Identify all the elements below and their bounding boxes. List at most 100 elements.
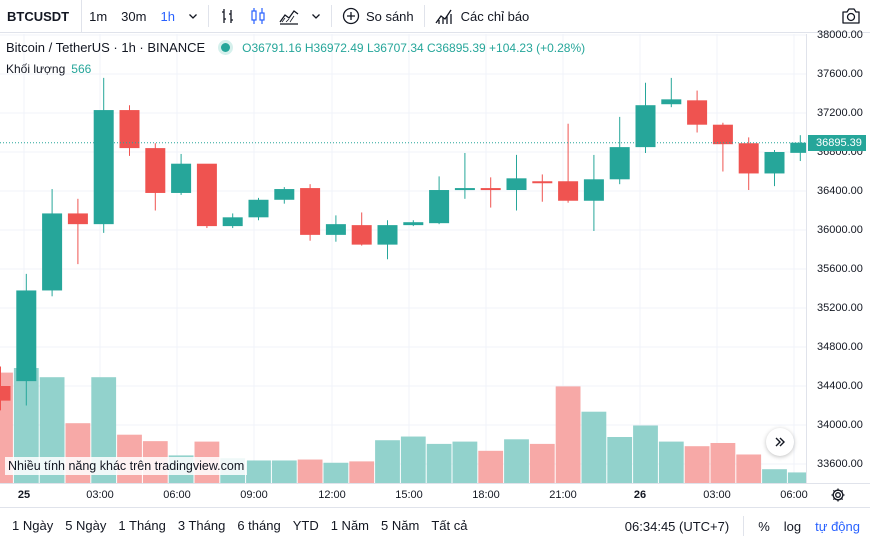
candle-body <box>790 142 806 153</box>
indicators-label: Các chỉ báo <box>460 8 530 24</box>
candle[interactable] <box>300 184 321 241</box>
bar-style-button[interactable] <box>213 0 243 33</box>
candle[interactable] <box>738 137 759 191</box>
candle[interactable] <box>454 152 475 199</box>
candle[interactable] <box>42 189 63 297</box>
timeframe-dropdown[interactable] <box>182 0 204 33</box>
range-1-month[interactable]: 1 Tháng <box>118 518 166 533</box>
candle[interactable] <box>764 150 785 187</box>
candle[interactable] <box>429 176 450 225</box>
candle[interactable] <box>222 213 243 229</box>
candle[interactable] <box>16 273 37 406</box>
range-1-year[interactable]: 1 Năm <box>330 518 370 533</box>
candle[interactable] <box>67 198 88 265</box>
percent-scale-toggle[interactable]: % <box>758 518 770 534</box>
volume-bar <box>684 446 710 483</box>
candle-body <box>0 386 11 401</box>
candle[interactable] <box>506 154 527 211</box>
time-tick-label: 25 <box>17 489 31 501</box>
candle[interactable] <box>274 187 295 204</box>
time-tick-label: 26 <box>633 489 647 501</box>
range-1-day[interactable]: 1 Ngày <box>12 518 54 533</box>
price-tick-label: 36000.00 <box>817 224 863 236</box>
log-scale-toggle[interactable]: log <box>783 518 802 534</box>
price-tick-label: 34800.00 <box>817 341 863 353</box>
candle[interactable] <box>687 90 708 133</box>
timeframe-1h[interactable]: 1h <box>160 8 175 24</box>
volume-bar <box>633 425 658 483</box>
candle-body <box>119 110 140 149</box>
candle[interactable] <box>351 212 372 246</box>
chevron-down-icon <box>188 14 197 19</box>
candle-body <box>351 225 372 245</box>
candle[interactable] <box>325 215 346 242</box>
volume-bar <box>452 441 478 483</box>
range-3-months[interactable]: 3 Tháng <box>177 518 226 533</box>
candle[interactable] <box>0 366 11 411</box>
candle[interactable] <box>171 153 192 195</box>
candle-body <box>42 213 63 291</box>
candle-body <box>325 224 346 235</box>
area-style-button[interactable] <box>273 0 305 33</box>
auto-scale-toggle[interactable]: tự động <box>815 518 860 534</box>
tradingview-promo-link[interactable]: Nhiều tính năng khác trên tradingview.co… <box>5 457 248 475</box>
candle[interactable] <box>248 197 269 221</box>
chart-style-dropdown[interactable] <box>305 0 327 33</box>
candle-body <box>403 222 424 226</box>
volume-bar <box>349 461 375 483</box>
candle[interactable] <box>532 174 553 202</box>
volume-bar <box>400 436 426 483</box>
candle[interactable] <box>790 135 806 162</box>
volume-bar <box>426 443 452 483</box>
range-6-months[interactable]: 6 tháng <box>237 518 281 533</box>
candle-style-button[interactable] <box>243 0 273 33</box>
time-tick-label: 03:00 <box>703 489 731 501</box>
compare-button[interactable]: So sánh <box>336 0 420 33</box>
candle[interactable] <box>119 105 140 156</box>
ohlc-values: O36791.16 H36972.49 L36707.34 C36895.39 … <box>242 40 586 55</box>
candle[interactable] <box>480 177 501 208</box>
candle[interactable] <box>712 122 733 172</box>
volume-bar <box>710 442 736 483</box>
clock-timezone[interactable]: 06:34:45 (UTC+7) <box>624 518 730 534</box>
indicators-button[interactable]: Các chỉ báo <box>429 0 536 33</box>
chart-legend: Bitcoin / TetherUS · 1h · BINANCE O36791… <box>6 40 585 55</box>
toolbar-divider <box>743 516 745 536</box>
candle[interactable] <box>609 116 630 185</box>
symbol-search[interactable]: BTCUSDT <box>0 0 83 33</box>
candle[interactable] <box>661 77 682 108</box>
candle-body <box>93 110 114 225</box>
candle-body <box>16 290 37 382</box>
price-scale[interactable]: 33600.00 34000.00 34400.00 34800.00 35200.00… <box>806 29 870 483</box>
timeframe-30m[interactable]: 30m <box>121 8 147 24</box>
candle[interactable] <box>583 154 604 231</box>
symbol-description[interactable]: Bitcoin / TetherUS · 1h · BINANCE <box>6 40 206 55</box>
candle[interactable] <box>377 220 398 260</box>
candle-body <box>196 163 217 227</box>
range-5-years[interactable]: 5 Năm <box>381 518 420 533</box>
price-tick-label: 34400.00 <box>817 380 863 392</box>
candle-body <box>480 188 501 191</box>
candlestick-chart[interactable] <box>0 34 806 483</box>
volume-bar <box>736 454 762 483</box>
candle[interactable] <box>196 163 217 229</box>
chevron-down-icon <box>311 14 320 19</box>
candle[interactable] <box>403 220 424 227</box>
range-all[interactable]: Tất cả <box>431 518 468 533</box>
candle[interactable] <box>558 123 579 203</box>
time-tick-label: 12:00 <box>318 489 346 501</box>
candle-body <box>377 225 398 245</box>
timeframe-1m[interactable]: 1m <box>89 8 108 24</box>
candle[interactable] <box>635 82 656 153</box>
candle[interactable] <box>93 77 114 233</box>
market-status-icon <box>221 43 231 52</box>
time-scale[interactable]: 25 03:00 06:00 09:00 12:00 15:00 18:00 21:00 26 0… <box>0 483 870 507</box>
range-ytd[interactable]: YTD <box>292 518 319 533</box>
scroll-to-realtime-button[interactable] <box>766 428 794 456</box>
gear-icon <box>831 488 845 502</box>
range-5-days[interactable]: 5 Ngày <box>65 518 107 533</box>
snapshot-button[interactable] <box>840 5 862 32</box>
candle-body <box>506 178 527 191</box>
chart-settings-button[interactable] <box>830 487 846 508</box>
candle[interactable] <box>145 143 166 211</box>
